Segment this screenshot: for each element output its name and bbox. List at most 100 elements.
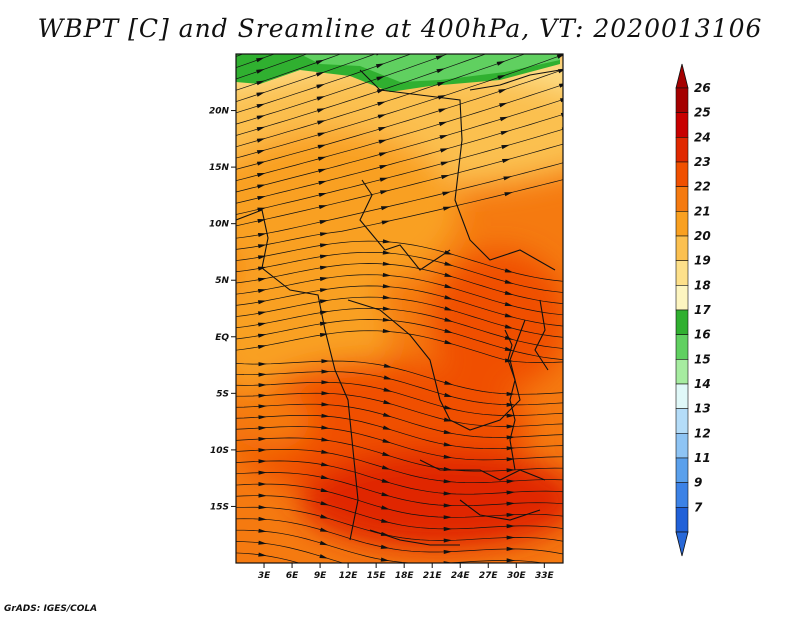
grads-credit: GrADS: IGES/COLA	[4, 604, 98, 614]
streamline-arrow	[378, 139, 388, 144]
streamline	[236, 472, 563, 507]
lat-tick-label: EQ	[215, 333, 229, 343]
streamline-arrow	[257, 233, 267, 237]
streamline-arrow	[317, 144, 327, 149]
streamline-arrow	[320, 501, 330, 506]
streamline-arrow	[568, 592, 577, 596]
streamline-arrow	[374, 13, 383, 18]
streamline-arrow	[444, 328, 453, 333]
streamline-arrow	[381, 505, 390, 510]
streamline-arrow	[441, 175, 450, 180]
streamline-arrow	[506, 479, 516, 484]
streamline-arrow	[496, 61, 506, 66]
streamline-arrow	[257, 277, 267, 282]
streamline	[236, 483, 563, 518]
latitude-axis: 20N 15N 10N 5N EQ 5S 10S 15S	[209, 107, 236, 512]
streamline-arrow	[568, 605, 577, 610]
streamline-arrow	[318, 180, 327, 185]
streamline-arrow	[258, 393, 267, 398]
streamline	[236, 319, 563, 360]
colorbar-label: 26	[694, 81, 711, 95]
streamline-arrow	[444, 295, 453, 300]
streamline-arrow	[321, 402, 330, 407]
streamline-arrow	[568, 360, 577, 364]
streamline-arrow	[258, 372, 267, 377]
streamline-arrow	[382, 306, 392, 311]
streamline-arrow	[506, 512, 516, 517]
streamline-arrow	[504, 313, 514, 318]
streamline-arrow	[257, 173, 266, 178]
lon-tick: 3E	[258, 563, 271, 581]
colorbar-label: 17	[694, 303, 711, 317]
streamline-arrow	[440, 161, 450, 166]
colorbar-label: 19	[694, 254, 711, 268]
lon-tick: 18E	[395, 563, 414, 581]
streamline-arrow	[499, 116, 509, 122]
colorbar-swatch	[675, 112, 689, 138]
streamline-arrow	[320, 488, 330, 492]
streamline-arrow	[319, 527, 329, 532]
lon-tick-label: 6E	[286, 571, 299, 581]
streamline-arrow	[319, 288, 329, 293]
streamline-arrow	[444, 250, 453, 255]
streamline	[236, 307, 563, 349]
streamline-arrow	[319, 220, 329, 225]
streamline-arrow	[257, 244, 267, 249]
streamline-arrow	[444, 272, 453, 277]
streamline-arrow	[258, 482, 267, 487]
streamline-arrow	[381, 478, 391, 483]
streamline-arrow	[258, 448, 267, 453]
streamline-arrow	[570, 400, 579, 404]
streamline-arrow	[443, 491, 453, 496]
streamline-arrow	[318, 205, 328, 210]
streamline	[236, 541, 345, 563]
streamline-arrow	[568, 579, 577, 583]
lat-tick-label: 5N	[215, 276, 229, 286]
streamline-arrow	[380, 544, 390, 549]
streamline-arrow	[506, 558, 516, 563]
streamline-arrow	[556, 54, 563, 59]
streamline-arrow	[376, 76, 385, 81]
streamline-arrow	[570, 455, 579, 459]
streamline-arrow	[555, 25, 564, 30]
streamline-arrow	[443, 538, 453, 543]
streamline-arrow	[317, 132, 327, 137]
lon-tick: 27E	[479, 563, 498, 581]
streamline-arrow	[506, 424, 516, 429]
lon-tick: 21E	[423, 563, 442, 581]
streamline-arrow	[258, 470, 267, 475]
streamline-arrow	[256, 69, 265, 74]
streamline-arrow	[321, 413, 330, 418]
lat-tick-label: 15S	[210, 502, 229, 512]
colorbar-swatch	[675, 137, 689, 163]
streamline-arrow	[437, 81, 446, 87]
streamline-arrow	[380, 557, 390, 562]
streamline-arrow	[383, 375, 393, 380]
streamline-arrow	[506, 546, 516, 551]
streamline	[236, 495, 563, 530]
streamline-arrow	[567, 347, 576, 351]
streamline-arrow	[316, 84, 325, 89]
streamline-arrow	[570, 443, 579, 447]
colorbar-label: 24	[694, 130, 711, 144]
streamline-arrow	[256, 57, 265, 63]
streamline	[236, 330, 563, 363]
streamline-arrow	[258, 516, 267, 521]
streamline-arrow	[570, 466, 579, 470]
lat-tick: 15N	[209, 163, 236, 173]
streamline-arrow	[318, 193, 328, 197]
streamline-arrow	[506, 413, 516, 418]
streamline-arrow	[494, 19, 503, 24]
colorbar-swatch	[675, 186, 689, 212]
streamline	[236, 360, 563, 395]
streamline-arrow	[382, 317, 392, 322]
streamline-arrow	[443, 442, 453, 447]
colorbar-bottom-arrow	[675, 531, 689, 557]
streamline-arrow	[444, 392, 453, 397]
streamline-arrow	[383, 399, 392, 405]
streamline-arrow	[382, 438, 391, 443]
streamline-arrow	[319, 554, 328, 559]
streamline-arrow	[257, 345, 267, 349]
streamline-arrow	[569, 515, 578, 519]
streamline-arrow	[567, 336, 576, 340]
